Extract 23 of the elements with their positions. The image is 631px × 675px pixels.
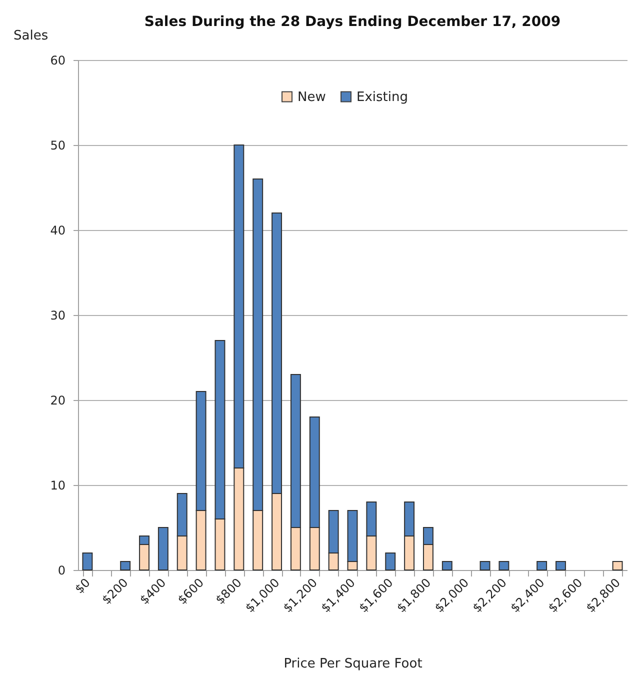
bar — [158, 527, 168, 570]
bar — [120, 561, 131, 570]
y-tick-label: 30 — [50, 308, 66, 322]
y-tick-label: 0 — [58, 564, 66, 578]
x-axis-title: Price Per Square Foot — [284, 656, 422, 672]
y-tick-label: 20 — [50, 394, 66, 408]
y-tick-label: 60 — [50, 54, 66, 68]
bar — [442, 561, 452, 570]
y-tick-label: 10 — [50, 478, 66, 492]
y-axis-title: Sales — [14, 28, 48, 44]
bar — [536, 561, 548, 570]
bar — [82, 552, 93, 570]
legend-label: Existing — [356, 90, 408, 105]
y-tick-label: 50 — [50, 138, 66, 152]
bar — [556, 561, 566, 570]
bar — [498, 561, 510, 570]
chart-title: Sales During the 28 Days Ending December 17, 2009 — [144, 14, 561, 30]
bar — [480, 561, 490, 570]
x-tick-label: $0 — [72, 576, 93, 596]
legend-label: New — [298, 90, 326, 105]
bar — [612, 561, 623, 570]
bar — [385, 552, 396, 570]
y-tick-label: 40 — [50, 224, 66, 238]
